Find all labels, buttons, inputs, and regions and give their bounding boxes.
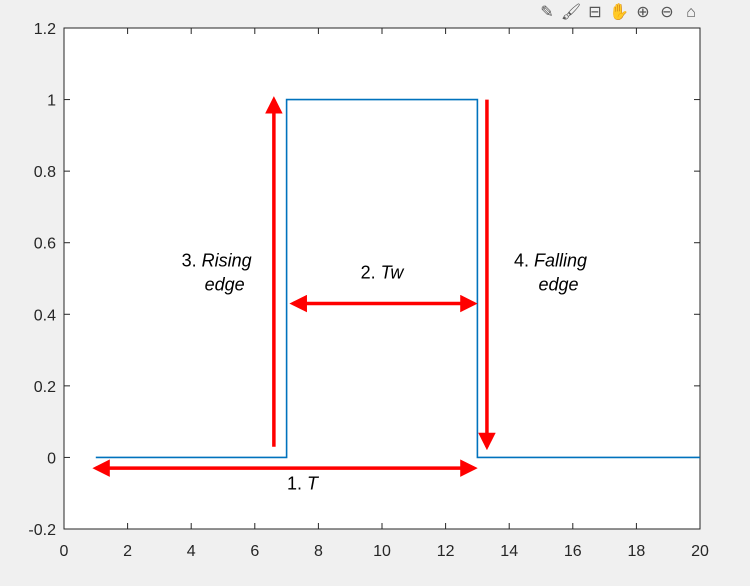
series-line: [95, 98, 700, 459]
plot-area: [63, 27, 701, 530]
annotation-label: 1. T: [287, 474, 320, 494]
annotation-label-line2: edge: [205, 275, 245, 295]
x-tick-label: 20: [691, 543, 709, 560]
brush-icon[interactable]: 🖌: [560, 4, 582, 21]
y-tick-label: -0.2: [28, 522, 56, 539]
x-tick-label: 2: [123, 543, 132, 560]
annotation-label-line2: edge: [539, 275, 579, 295]
zoom-in-icon[interactable]: ⊕: [636, 4, 650, 21]
x-tick-label: 18: [628, 543, 646, 560]
y-tick-label: 1.2: [34, 21, 56, 38]
axes-toolbar: ✎ 🖌 ⊟ ✋ ⊕ ⊖ ⌂: [536, 2, 702, 24]
annotation-label: 2. Tw: [361, 263, 405, 283]
data-cursor-icon[interactable]: ⊟: [588, 4, 602, 21]
y-tick-label: 1: [47, 93, 56, 110]
pan-hand-icon[interactable]: ✋: [609, 4, 629, 21]
y-tick-label: 0.8: [34, 164, 56, 181]
y-tick-label: 0.6: [34, 236, 56, 253]
y-tick-label: 0: [47, 450, 56, 467]
x-tick-label: 8: [314, 543, 323, 560]
x-tick-label: 16: [564, 543, 582, 560]
y-tick-label: 0.2: [34, 379, 56, 396]
x-tick-label: 14: [500, 543, 518, 560]
annotation-label: 4. Falling: [514, 251, 587, 271]
x-tick-label: 10: [373, 543, 391, 560]
x-tick-label: 4: [187, 543, 196, 560]
x-tick-label: 0: [60, 543, 69, 560]
x-tick-label: 12: [437, 543, 455, 560]
y-tick-label: 0.4: [34, 307, 56, 324]
annotation-label: 3. Rising: [182, 251, 252, 271]
edit-icon[interactable]: ✎: [540, 4, 554, 21]
home-icon[interactable]: ⌂: [686, 4, 696, 21]
zoom-out-icon[interactable]: ⊖: [660, 4, 674, 21]
x-tick-label: 6: [250, 543, 259, 560]
